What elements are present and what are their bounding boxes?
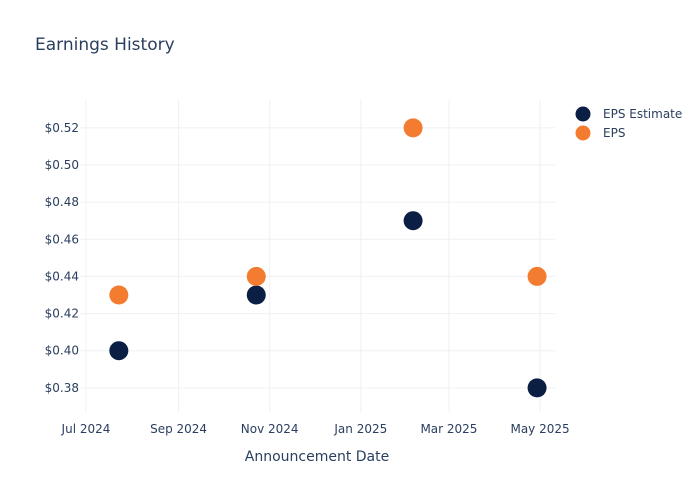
x-tick-label: May 2025	[510, 422, 569, 436]
y-tick-label: $0.48	[45, 195, 79, 209]
eps-estimate-point[interactable]	[403, 211, 423, 231]
legend[interactable]: EPS Estimate EPS	[575, 106, 683, 141]
eps-point[interactable]	[109, 285, 129, 305]
legend-marker[interactable]	[575, 125, 591, 141]
eps-estimate-point[interactable]	[527, 378, 547, 398]
legend-label[interactable]: EPS	[603, 126, 625, 140]
x-tick-label: Sep 2024	[150, 422, 207, 436]
x-tick-label: Jul 2024	[61, 422, 111, 436]
y-tick-label: $0.42	[45, 307, 79, 321]
chart-title: Earnings History	[35, 35, 175, 55]
grid-layer	[80, 100, 555, 412]
y-tick-label: $0.52	[45, 121, 79, 135]
x-tick-label: Mar 2025	[420, 422, 477, 436]
x-axis: Jul 2024 Sep 2024 Nov 2024 Jan 2025 Mar 2025…	[61, 422, 570, 436]
y-tick-label: $0.44	[45, 269, 79, 283]
eps-point[interactable]	[246, 266, 266, 286]
y-axis: $0.38 $0.40 $0.42 $0.44 $0.46 $0.48 $0.50 $0.52	[45, 121, 79, 395]
y-tick-label: $0.40	[45, 344, 79, 358]
data-points	[109, 118, 547, 398]
legend-marker[interactable]	[575, 106, 591, 122]
y-tick-label: $0.46	[45, 232, 79, 246]
x-tick-label: Jan 2025	[333, 422, 387, 436]
eps-estimate-point[interactable]	[109, 341, 129, 361]
x-axis-label: Announcement Date	[245, 449, 389, 465]
eps-point[interactable]	[527, 266, 547, 286]
eps-point[interactable]	[403, 118, 423, 138]
y-tick-label: $0.38	[45, 381, 79, 395]
eps-estimate-point[interactable]	[246, 285, 266, 305]
y-tick-label: $0.50	[45, 158, 79, 172]
legend-label[interactable]: EPS Estimate	[603, 107, 682, 121]
x-tick-label: Nov 2024	[241, 422, 299, 436]
